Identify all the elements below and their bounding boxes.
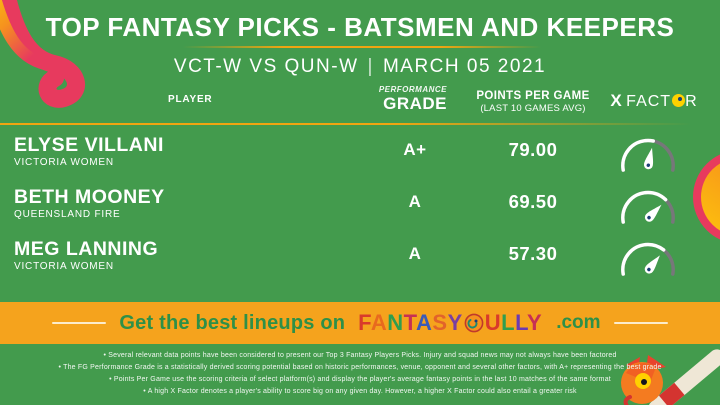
player-team: VICTORIA WOMEN (14, 157, 114, 168)
x-factor-gauge-icon (621, 190, 675, 224)
performance-grade: A (408, 244, 422, 263)
matchup-text: VCT-W VS QUN-W (173, 56, 359, 77)
footnotes: • Several relevant data points have been… (0, 350, 720, 398)
column-header-player: PLAYER (168, 94, 213, 105)
x-factor-gauge-icon (621, 242, 675, 276)
brand-logo: FANTASY ULLY (358, 310, 542, 336)
xfactor-part2: R (685, 93, 698, 110)
points-header-main: POINTS PER GAME (476, 90, 590, 102)
page-title: TOP FANTASY PICKS - BATSMEN AND KEEPERS (45, 12, 675, 42)
player-name: MEG LANNING (14, 238, 159, 260)
footnote-line: • Several relevant data points have been… (103, 352, 617, 359)
brand-bully-rest: ULLY (484, 310, 543, 335)
performance-grade: A (408, 192, 422, 211)
points-header-sub: (LAST 10 GAMES AVG) (480, 103, 586, 115)
banner-domain-suffix: .com (556, 312, 601, 333)
header-divider-rule (0, 123, 720, 125)
table-row: BETH MOONEY QUEENSLAND FIRE A 69.50 (0, 186, 720, 236)
footnote-line: • The FG Performance Grade is a statisti… (58, 364, 662, 371)
xfactor-ball-icon (671, 94, 685, 107)
points-per-game: 79.00 (508, 139, 558, 160)
performance-grade: A+ (403, 140, 427, 159)
footnote-line: • Points Per Game use the scoring criter… (109, 376, 611, 383)
title-underline (183, 46, 541, 48)
grade-header-small: PERFORMANCE (378, 85, 447, 94)
match-subtitle: VCT-W VS QUN-W | MARCH 05 2021 (0, 56, 720, 78)
xfactor-x: X (610, 91, 622, 110)
match-date: MARCH 05 2021 (382, 56, 547, 77)
bull-logo-icon (464, 313, 484, 333)
footnote-line: • A high X Factor denotes a player's abi… (143, 388, 577, 395)
x-factor-gauge-icon (621, 138, 675, 172)
banner-right-rule (613, 321, 668, 325)
grade-header-big: GRADE (383, 94, 447, 113)
table-row: MEG LANNING VICTORIA WOMEN A 57.30 (0, 238, 720, 288)
points-per-game: 57.30 (508, 243, 558, 264)
player-team: VICTORIA WOMEN (14, 261, 114, 272)
brand-fantasy: FANTASY (358, 310, 463, 335)
promo-banner: Get the best lineups on FANTASY ULLY .co… (0, 302, 720, 344)
banner-text: Get the best lineups on (119, 311, 346, 334)
column-header-points: POINTS PER GAME (LAST 10 GAMES AVG) (463, 89, 603, 115)
banner-left-rule (52, 321, 107, 325)
column-header-xfactor: X FACT R (598, 91, 710, 111)
player-team: QUEENSLAND FIRE (14, 209, 121, 220)
subtitle-separator: | (367, 56, 374, 77)
player-name: BETH MOONEY (14, 186, 165, 208)
points-per-game: 69.50 (508, 191, 558, 212)
xfactor-part1: FACT (626, 93, 672, 110)
player-name: ELYSE VILLANI (14, 134, 164, 156)
column-header-grade: PERFORMANCE GRADE (340, 85, 447, 113)
table-row: ELYSE VILLANI VICTORIA WOMEN A+ 79.00 (0, 134, 720, 184)
